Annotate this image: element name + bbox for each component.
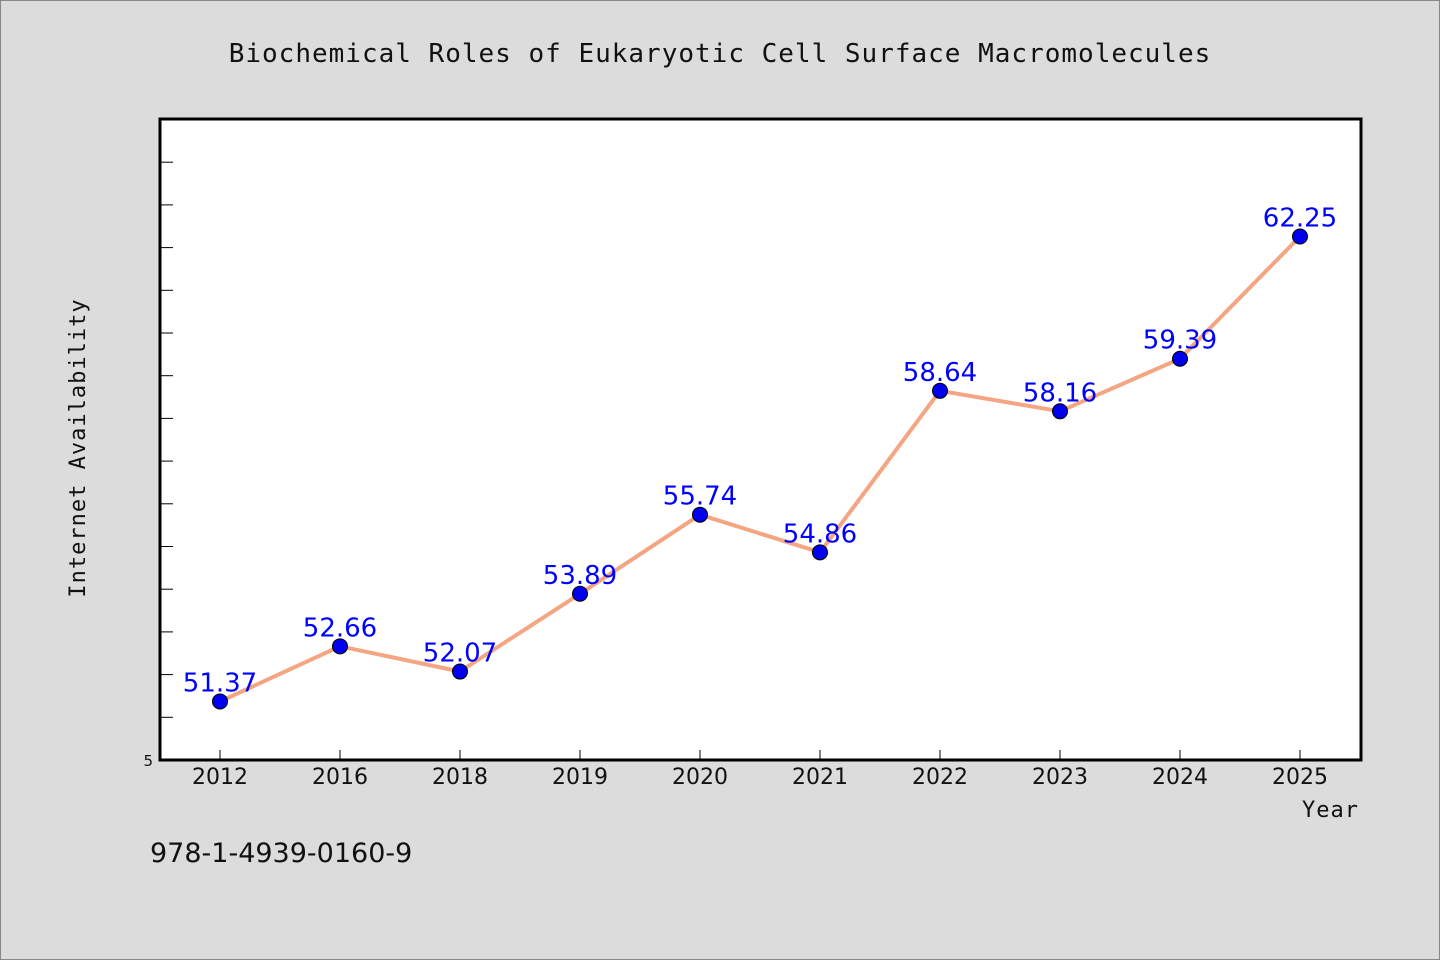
data-point-marker (1292, 228, 1308, 245)
plot-area (158, 117, 1363, 762)
data-point-marker (332, 638, 348, 655)
data-point-marker (452, 663, 468, 680)
data-point-marker (1172, 350, 1188, 367)
data-label: 59.39 (1143, 326, 1217, 356)
x-tick-label: 2018 (432, 765, 488, 790)
x-tick-label: 2012 (192, 765, 248, 790)
x-tick-label: 2024 (1152, 765, 1208, 790)
data-label: 58.16 (1023, 378, 1097, 408)
data-label: 51.37 (183, 668, 257, 698)
data-point-marker (212, 693, 228, 710)
x-tick-label: 2025 (1272, 765, 1328, 790)
chart-title: Biochemical Roles of Eukaryotic Cell Sur… (229, 39, 1212, 69)
data-point-marker (1052, 403, 1068, 420)
y-tick-label: 5 (143, 752, 153, 770)
series-line (218, 234, 1302, 704)
data-label: 58.64 (903, 358, 977, 388)
y-axis-ticks (160, 161, 173, 718)
x-tick-label: 2021 (792, 765, 848, 790)
series-layer: 51.37 52.66 52.07 53.89 55.74 54.86 58.64 58.16… (183, 204, 1337, 710)
y-axis-label: Internet Availability (66, 298, 91, 597)
isbn-footer: 978-1-4939-0160-9 (150, 838, 412, 869)
data-label: 54.86 (783, 519, 857, 549)
data-point-marker (692, 506, 708, 523)
data-label: 53.89 (543, 561, 617, 591)
x-tick-label: 2016 (312, 765, 368, 790)
data-point-marker (932, 382, 948, 399)
data-point-marker (812, 544, 828, 561)
x-axis-ticks: 2012 2016 2018 2019 2020 2021 2022 2023 2024 2025 (192, 750, 1328, 790)
data-label: 62.25 (1263, 204, 1337, 234)
x-tick-label: 2022 (912, 765, 968, 790)
data-label: 52.66 (303, 613, 377, 643)
data-point-marker (572, 585, 588, 602)
x-tick-label: 2019 (552, 765, 608, 790)
x-axis-label: Year (1302, 798, 1359, 823)
data-label: 55.74 (663, 482, 737, 512)
x-tick-label: 2023 (1032, 765, 1088, 790)
data-label: 52.07 (423, 639, 497, 669)
x-tick-label: 2020 (672, 765, 728, 790)
